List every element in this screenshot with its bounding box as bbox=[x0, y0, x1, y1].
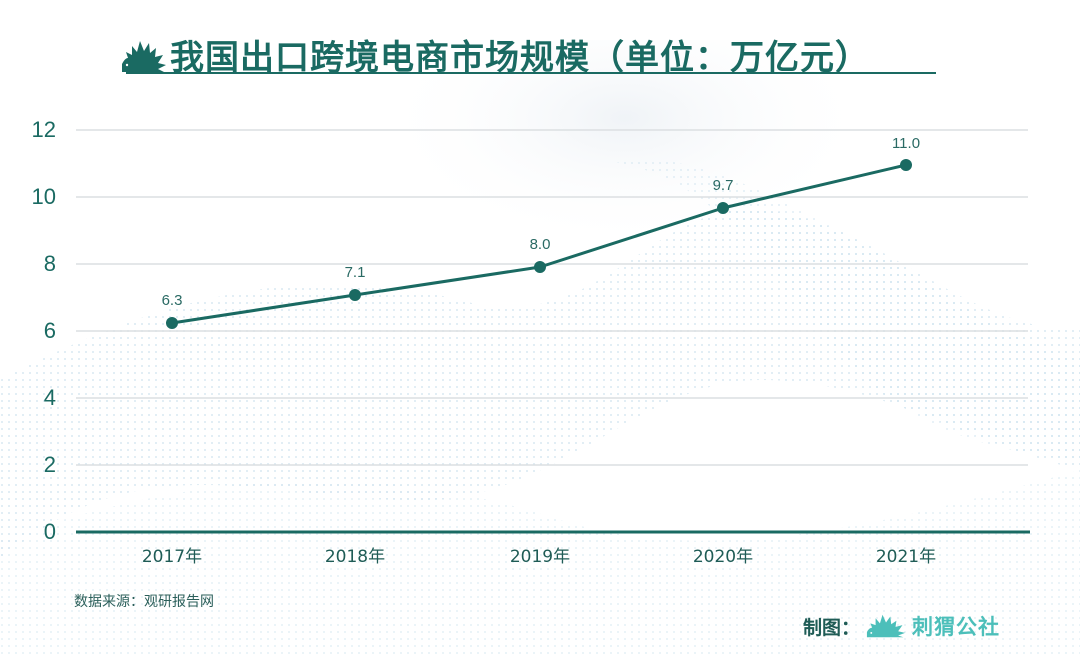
data-points bbox=[166, 159, 912, 329]
y-tick-label: 2 bbox=[43, 452, 56, 477]
hedgehog-icon bbox=[122, 41, 166, 72]
data-label: 6.3 bbox=[161, 292, 183, 309]
x-tick-label: 2019年 bbox=[509, 547, 571, 567]
data-point[interactable] bbox=[534, 261, 546, 273]
data-source-note: 数据来源：观研报告网 bbox=[74, 594, 214, 610]
y-tick-label: 10 bbox=[31, 184, 56, 209]
data-point[interactable] bbox=[717, 202, 729, 214]
hedgehog-icon bbox=[866, 614, 906, 638]
y-tick-label: 12 bbox=[31, 117, 56, 142]
x-tick-label: 2018年 bbox=[324, 547, 386, 567]
gridlines bbox=[76, 129, 1028, 466]
x-tick-label: 2020年 bbox=[692, 547, 754, 567]
data-label: 8.0 bbox=[529, 236, 551, 253]
data-label: 9.7 bbox=[712, 177, 734, 194]
data-label: 11.0 bbox=[891, 135, 921, 152]
y-tick-label: 8 bbox=[43, 251, 56, 276]
data-label: 7.1 bbox=[344, 264, 366, 281]
chart-credit: 制图： 刺猬公社 bbox=[803, 612, 1000, 640]
brand-name: 刺猬公社 bbox=[912, 615, 1001, 639]
data-point[interactable] bbox=[349, 289, 361, 301]
x-tick-label: 2017年 bbox=[141, 547, 203, 567]
credit-label: 制图： bbox=[803, 616, 861, 639]
x-tick-label: 2021年 bbox=[875, 547, 937, 567]
data-point[interactable] bbox=[900, 159, 912, 171]
title-underline bbox=[126, 72, 936, 74]
chart-title-block: 我国出口跨境电商市场规模（单位：万亿元） bbox=[118, 28, 936, 78]
y-tick-label: 6 bbox=[43, 318, 56, 343]
y-tick-label: 0 bbox=[43, 519, 56, 544]
chart-title: 我国出口跨境电商市场规模（单位：万亿元） bbox=[170, 38, 870, 78]
data-point[interactable] bbox=[166, 317, 178, 329]
y-tick-label: 4 bbox=[43, 385, 56, 410]
